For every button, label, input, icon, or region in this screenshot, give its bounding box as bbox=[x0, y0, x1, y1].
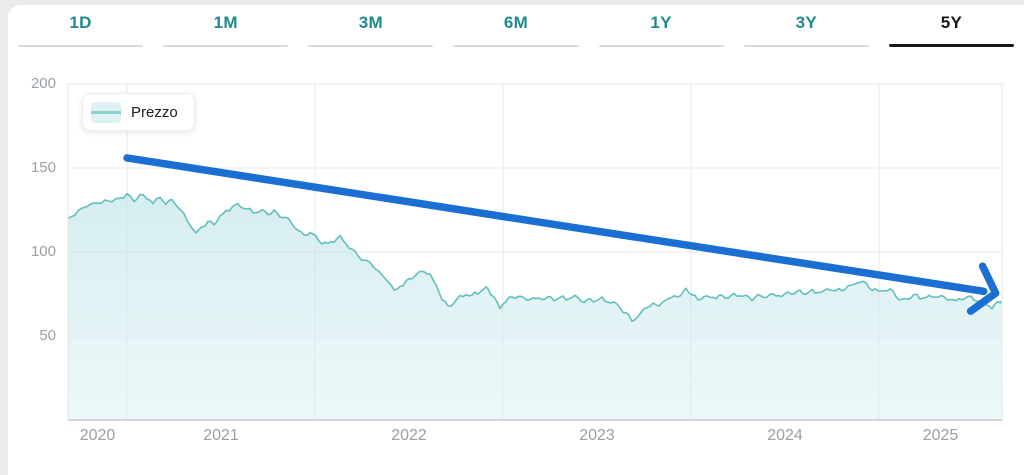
x-axis-tick-2024: 2024 bbox=[767, 427, 803, 444]
y-axis-tick-50: 50 bbox=[39, 327, 56, 344]
y-axis-tick-100: 100 bbox=[30, 243, 56, 260]
tab-3m[interactable]: 3M bbox=[298, 5, 443, 47]
y-axis-tick-200: 200 bbox=[30, 75, 56, 92]
tab-3y[interactable]: 3Y bbox=[734, 5, 879, 47]
x-axis-tick-2021: 2021 bbox=[203, 427, 239, 444]
tab-1d[interactable]: 1D bbox=[8, 5, 153, 47]
tab-1m[interactable]: 1M bbox=[153, 5, 298, 47]
tab-1y[interactable]: 1Y bbox=[589, 5, 734, 47]
x-axis-tick-2023: 2023 bbox=[579, 427, 615, 444]
tab-6m[interactable]: 6M bbox=[443, 5, 588, 47]
x-axis-tick-2022: 2022 bbox=[391, 427, 427, 444]
legend-item-prezzo[interactable]: Prezzo bbox=[82, 93, 195, 131]
legend-label: Prezzo bbox=[131, 103, 178, 121]
y-axis-tick-150: 150 bbox=[30, 159, 56, 176]
range-tabbar: 1D 1M 3M 6M 1Y 3Y 5Y bbox=[8, 5, 1024, 47]
tab-5y[interactable]: 5Y bbox=[879, 5, 1024, 47]
x-axis-tick-2020: 2020 bbox=[79, 427, 116, 444]
area-series-swatch-icon bbox=[91, 101, 121, 123]
x-axis-tick-2025: 2025 bbox=[922, 427, 959, 444]
